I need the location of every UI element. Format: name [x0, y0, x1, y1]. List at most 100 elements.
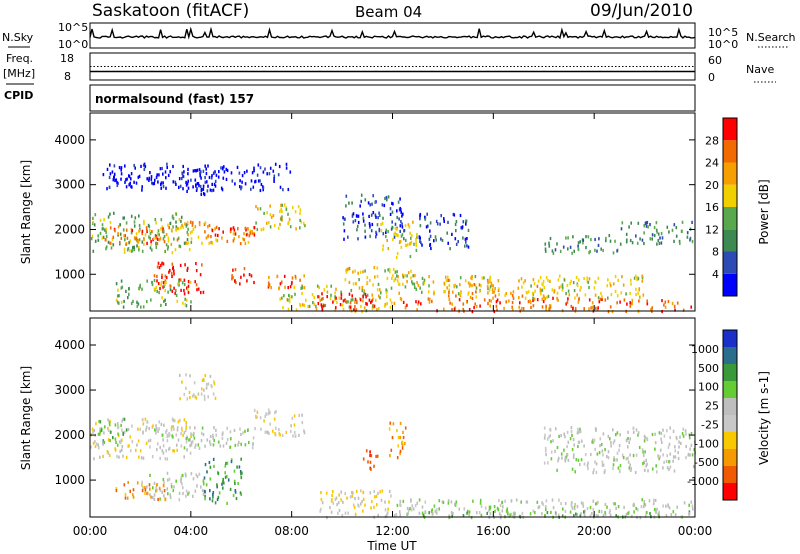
velocity-cell: [489, 512, 492, 516]
velocity-cell: [619, 464, 622, 468]
power-cell: [394, 277, 397, 281]
power-cell: [417, 283, 420, 287]
power-cell: [319, 298, 321, 302]
power-cell: [610, 293, 613, 297]
power-cell: [368, 298, 371, 302]
power-cell: [181, 281, 184, 285]
power-cell: [183, 241, 186, 245]
power-cell: [540, 292, 542, 296]
power-cell: [251, 229, 253, 234]
velocity-cell: [592, 507, 595, 511]
power-cell: [192, 185, 194, 189]
power-cell: [345, 268, 347, 272]
power-cell: [346, 269, 348, 273]
velocity-cell: [562, 507, 564, 511]
power-cell: [391, 225, 394, 229]
velocity-cell: [212, 436, 214, 440]
noise-sky-line: [89, 26, 696, 40]
power-cell: [389, 270, 391, 274]
power-cell: [588, 251, 590, 255]
velocity-cell: [654, 432, 656, 436]
velocity-cell: [207, 395, 209, 399]
power-cell: [190, 237, 193, 241]
velocity-cell: [617, 466, 620, 470]
velocity-cell: [604, 502, 607, 507]
power-cell: [103, 218, 105, 222]
velocity-cell: [244, 443, 247, 447]
velocity-cell: [654, 441, 657, 445]
power-cell: [533, 282, 536, 286]
power-cell: [155, 175, 158, 179]
power-cell: [558, 286, 561, 290]
velocity-cell: [370, 467, 372, 471]
velocity-cell: [418, 511, 421, 515]
power-cell: [491, 288, 494, 292]
power-cell: [248, 234, 251, 238]
velocity-cell: [422, 513, 425, 517]
power-cell: [602, 248, 604, 253]
power-cell: [230, 171, 233, 175]
velocity-cell: [226, 426, 228, 430]
power-cell: [196, 187, 198, 191]
power-cell: [125, 242, 127, 246]
power-cell: [172, 180, 175, 184]
power-cell: [200, 170, 202, 174]
velocity-cell: [353, 505, 356, 509]
power-cell: [675, 234, 678, 238]
power-cbar-frame: [722, 117, 738, 297]
velocity-cell: [558, 498, 560, 502]
power-cell: [175, 227, 177, 231]
power-cell: [479, 304, 481, 308]
power-cell: [473, 305, 475, 310]
velocity-cell: [181, 380, 183, 384]
velocity-cell: [584, 509, 586, 513]
power-cell: [130, 301, 133, 305]
velocity-cell: [494, 509, 496, 513]
power-cell: [192, 227, 195, 231]
power-cell: [387, 247, 390, 251]
velocity-cell: [169, 493, 171, 497]
power-cell: [554, 248, 557, 252]
power-cell: [173, 272, 175, 276]
power-cell: [658, 241, 661, 245]
power-cell: [467, 292, 469, 296]
velocity-cell: [547, 461, 549, 465]
power-cell: [416, 233, 418, 237]
velocity-cell: [173, 485, 175, 489]
velocity-cell: [201, 378, 204, 382]
power-cell: [250, 179, 253, 183]
velocity-cell: [662, 466, 664, 470]
power-cell: [385, 230, 387, 234]
velocity-cell: [127, 480, 129, 485]
noise-ytick-left-top: 10^5: [58, 21, 88, 34]
velocity-cell: [380, 498, 383, 502]
velocity-cell: [603, 470, 606, 475]
power-cbar-label: Power [dB]: [757, 179, 771, 244]
power-cell: [285, 162, 288, 166]
power-cell: [497, 279, 500, 283]
power-cell: [342, 307, 345, 311]
velocity-cell: [629, 453, 631, 457]
power-cell: [246, 279, 248, 283]
velocity-cell: [669, 436, 671, 440]
power-cell: [247, 227, 249, 231]
velocity-cell: [117, 422, 119, 426]
power-cell: [169, 170, 171, 174]
velocity-cell: [129, 435, 131, 439]
velocity-cell: [589, 506, 592, 510]
power-cell: [238, 235, 240, 239]
velocity-cell: [546, 437, 549, 441]
velocity-cell: [651, 467, 654, 471]
power-cell: [151, 283, 154, 287]
velocity-cell: [463, 507, 466, 511]
power-cell: [170, 242, 173, 246]
velocity-cell: [209, 435, 212, 439]
velocity-cell: [234, 481, 236, 486]
velocity-cell: [99, 427, 101, 431]
velocity-cell: [388, 489, 391, 494]
velocity-cell: [229, 445, 232, 449]
velocity-cell: [544, 433, 546, 437]
velocity-cell: [667, 504, 669, 508]
velocity-cell: [655, 510, 657, 514]
power-cell: [494, 287, 496, 291]
